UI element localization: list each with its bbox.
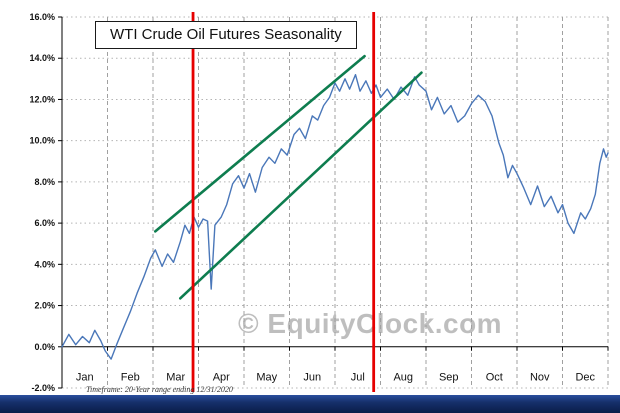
- seasonality-series-line: [61, 73, 609, 360]
- month-label: May: [256, 372, 277, 384]
- month-label: Oct: [486, 372, 503, 384]
- month-label: Apr: [213, 372, 230, 384]
- y-tick-label: 10.0%: [29, 136, 55, 146]
- month-label: Jun: [303, 372, 321, 384]
- month-label: Nov: [530, 372, 550, 384]
- month-label: Mar: [166, 372, 185, 384]
- footer-bar: [0, 395, 620, 413]
- y-tick-label: -2.0%: [31, 383, 55, 393]
- y-tick-label: 2.0%: [34, 301, 55, 311]
- y-tick-label: 4.0%: [34, 259, 55, 269]
- vertical-gridlines: [107, 17, 609, 388]
- trend-channel-line: [179, 71, 423, 300]
- y-tick-label: 16.0%: [29, 12, 55, 22]
- trend-channel-line: [153, 54, 366, 233]
- month-label: Jan: [76, 372, 94, 384]
- timeframe-caption: Timeframe: 20-Year range ending 12/31/20…: [86, 385, 233, 394]
- chart-title-box: WTI Crude Oil Futures Seasonality: [95, 21, 357, 49]
- y-tick-label: 6.0%: [34, 218, 55, 228]
- x-axis-labels: Jan Feb Mar Apr May Jun Jul Aug Sep Oct Nov Dec: [76, 372, 596, 384]
- axes: [58, 16, 609, 389]
- y-tick-label: 0.0%: [34, 342, 55, 352]
- month-label: Sep: [439, 372, 459, 384]
- y-axis-labels: 16.0% 14.0% 12.0% 10.0% 8.0% 6.0% 4.0% 2.0% 0.0%…: [29, 12, 55, 393]
- event-vlines: [191, 12, 376, 392]
- month-label: Feb: [121, 372, 140, 384]
- equityclock-watermark: © EquityClock.com: [238, 308, 503, 339]
- month-label: Jul: [351, 372, 365, 384]
- month-label: Dec: [575, 372, 595, 384]
- month-label: Aug: [393, 372, 413, 384]
- y-tick-label: 12.0%: [29, 94, 55, 104]
- seasonality-line-chart: 16.0% 14.0% 12.0% 10.0% 8.0% 6.0% 4.0% 2.0% 0.0%…: [29, 12, 609, 393]
- y-tick-label: 14.0%: [29, 53, 55, 63]
- trend-channel: [153, 54, 423, 300]
- chart-title: WTI Crude Oil Futures Seasonality: [110, 26, 342, 43]
- y-tick-label: 8.0%: [34, 177, 55, 187]
